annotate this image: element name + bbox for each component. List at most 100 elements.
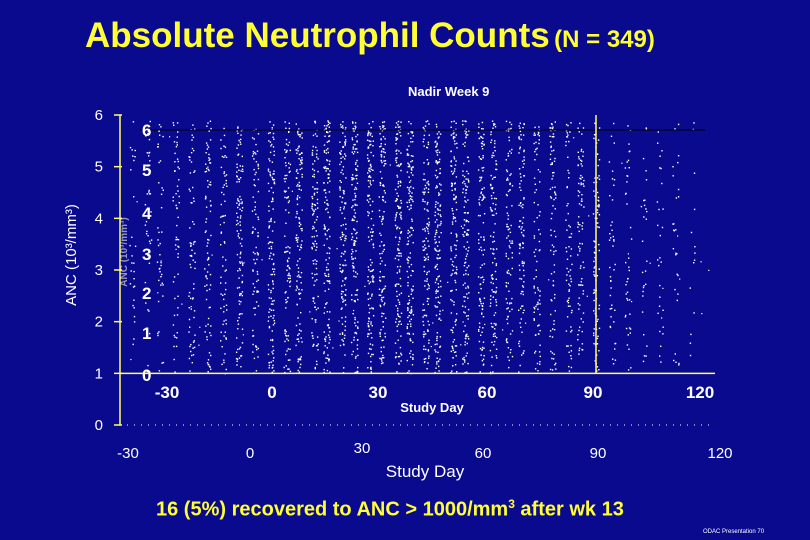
data-point — [518, 137, 520, 139]
data-point — [627, 369, 630, 371]
data-point — [285, 353, 287, 356]
data-point — [608, 161, 611, 163]
data-point — [367, 146, 370, 148]
data-point — [357, 321, 359, 323]
data-point — [478, 156, 480, 158]
data-point — [223, 241, 226, 243]
data-point — [507, 356, 509, 358]
data-point — [355, 371, 357, 374]
data-point — [177, 239, 180, 241]
data-point — [455, 351, 457, 353]
data-point — [241, 328, 244, 330]
data-point — [400, 354, 403, 356]
data-point — [341, 323, 344, 325]
data-point — [491, 277, 493, 279]
data-point — [174, 244, 177, 246]
data-point — [435, 169, 438, 172]
data-point — [272, 136, 274, 138]
data-point — [354, 318, 356, 321]
data-point — [327, 269, 330, 271]
data-point — [241, 165, 244, 167]
data-point — [539, 249, 541, 251]
data-point — [598, 308, 600, 310]
data-point — [495, 278, 497, 280]
data-point — [566, 132, 568, 134]
data-point — [329, 122, 331, 124]
data-point — [645, 179, 648, 181]
data-point — [342, 173, 344, 175]
data-point — [407, 232, 409, 234]
data-point — [426, 280, 428, 282]
data-point — [159, 254, 161, 256]
data-point — [148, 189, 150, 192]
data-point — [423, 173, 425, 175]
data-point — [596, 217, 598, 220]
data-point — [411, 220, 413, 222]
data-point — [382, 250, 384, 253]
data-point — [345, 235, 347, 237]
data-point — [593, 328, 595, 330]
data-point — [453, 132, 455, 134]
data-point — [464, 132, 467, 135]
data-point — [481, 264, 483, 266]
data-point — [568, 370, 571, 372]
data-point — [407, 276, 409, 278]
data-point — [577, 151, 579, 153]
data-point — [372, 307, 374, 310]
data-point — [311, 277, 314, 279]
data-point — [341, 252, 343, 254]
data-point — [450, 126, 452, 128]
data-point — [676, 299, 678, 302]
data-point — [299, 366, 301, 369]
data-point — [339, 270, 342, 272]
data-point — [490, 174, 492, 177]
data-point — [570, 248, 573, 250]
data-point — [408, 145, 410, 147]
data-point — [397, 314, 399, 316]
data-point — [257, 133, 260, 135]
data-point — [190, 306, 192, 308]
data-point — [566, 300, 569, 302]
data-point — [371, 325, 373, 327]
data-point — [226, 185, 228, 187]
data-point — [483, 236, 485, 238]
data-point — [191, 202, 193, 204]
data-point — [354, 244, 356, 246]
data-point — [325, 192, 327, 194]
data-point — [240, 366, 242, 368]
data-point — [577, 223, 580, 225]
data-point — [237, 126, 239, 128]
data-point — [210, 204, 212, 207]
data-point — [566, 258, 569, 260]
data-point — [567, 156, 569, 158]
data-point — [225, 338, 227, 340]
data-point — [581, 160, 583, 162]
data-point — [479, 297, 481, 300]
data-point — [288, 130, 290, 133]
data-point — [579, 177, 581, 179]
inner-y-tick-label: 5 — [142, 161, 151, 180]
data-point — [329, 170, 331, 172]
data-point — [493, 344, 495, 346]
data-point — [424, 228, 426, 230]
data-point — [355, 276, 357, 278]
data-point — [286, 350, 288, 352]
data-point — [285, 143, 288, 145]
data-point — [194, 261, 196, 263]
data-point — [188, 156, 190, 158]
data-point — [483, 363, 485, 365]
data-point — [371, 270, 374, 272]
data-point — [223, 305, 225, 308]
data-point — [398, 150, 400, 152]
data-point — [539, 233, 541, 235]
data-point — [552, 280, 555, 282]
data-point — [133, 321, 136, 323]
data-point — [550, 234, 552, 237]
data-point — [467, 172, 470, 175]
data-point — [406, 259, 409, 261]
data-point — [483, 263, 486, 265]
data-point — [510, 349, 512, 351]
data-point — [614, 342, 617, 345]
data-point — [252, 269, 254, 271]
data-point — [568, 246, 570, 248]
